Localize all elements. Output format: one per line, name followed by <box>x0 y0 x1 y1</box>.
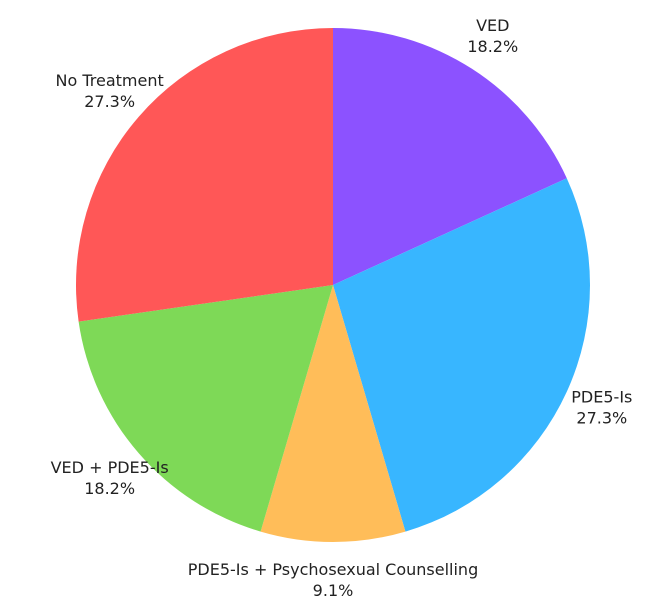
pie-slice <box>260 285 406 543</box>
pie-slice <box>333 178 591 532</box>
slice-value-label: 18.2% <box>467 37 518 56</box>
pie-slice <box>75 28 333 322</box>
slice-label: VED <box>476 16 509 35</box>
slice-label: No Treatment <box>56 71 164 90</box>
slice-label: VED + PDE5-Is <box>51 458 169 477</box>
slice-value-label: 27.3% <box>576 408 627 427</box>
pie-slice <box>78 285 333 532</box>
slice-label: PDE5-Is + Psychosexual Counselling <box>188 560 478 579</box>
slice-label: PDE5-Is <box>571 387 632 406</box>
pie-slice <box>333 28 567 285</box>
slice-value-label: 27.3% <box>84 92 135 111</box>
slice-value-label: 18.2% <box>84 479 135 498</box>
slice-value-label: 9.1% <box>313 581 354 600</box>
